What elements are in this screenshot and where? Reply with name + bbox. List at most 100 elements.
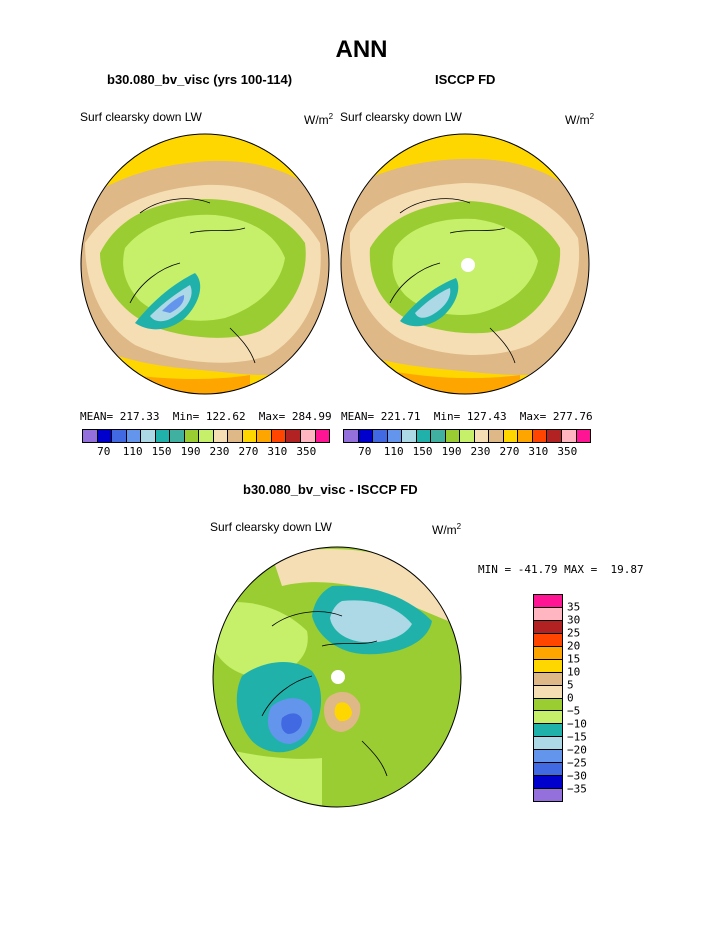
colorbar-tick-label: 150 [412, 445, 433, 458]
colorbar-tick-label: 0 [567, 691, 574, 705]
colorbar-swatch [242, 430, 258, 442]
colorbar-swatch [141, 430, 156, 442]
right-polar-map [340, 133, 590, 395]
colorbar-swatch [534, 595, 562, 608]
colorbar-swatch [97, 430, 113, 442]
colorbar-swatch [503, 430, 519, 442]
colorbar-swatch [228, 430, 243, 442]
left-units: W/m2 [304, 112, 334, 127]
right-colorbar [343, 429, 591, 443]
colorbar-swatch [534, 724, 562, 738]
colorbar-tick-label: 190 [180, 445, 201, 458]
colorbar-tick-label: 350 [557, 445, 578, 458]
colorbar-swatch [373, 430, 388, 442]
colorbar-tick-label: 70 [358, 445, 372, 458]
colorbar-tick-label: 15 [567, 652, 581, 666]
colorbar-tick-label: 150 [151, 445, 172, 458]
colorbar-swatch [344, 430, 359, 442]
colorbar-tick-label: 110 [383, 445, 404, 458]
colorbar-swatch [402, 430, 417, 442]
left-colorbar [82, 429, 330, 443]
diff-colorbar [533, 594, 563, 802]
colorbar-tick-label: 35 [567, 600, 581, 614]
colorbar-tick-label: −30 [567, 769, 587, 783]
diff-polar-map [212, 546, 462, 808]
colorbar-tick-label: 30 [567, 613, 581, 627]
left-colorbar-labels: 70 110 150 190 230 270 310 350 [82, 445, 328, 459]
colorbar-tick-label: −35 [567, 782, 587, 796]
colorbar-swatch [534, 776, 562, 790]
colorbar-swatch [534, 763, 562, 777]
colorbar-swatch [534, 698, 562, 712]
left-panel-title: b30.080_bv_visc (yrs 100-114) [107, 72, 293, 87]
colorbar-swatch [170, 430, 185, 442]
colorbar-swatch [184, 430, 200, 442]
colorbar-swatch [300, 430, 316, 442]
colorbar-swatch [534, 737, 562, 751]
colorbar-swatch [534, 633, 562, 647]
colorbar-tick-label: 310 [267, 445, 288, 458]
left-stats: MEAN= 217.33 Min= 122.62 Max= 284.99 [80, 410, 332, 423]
colorbar-tick-label: 230 [209, 445, 230, 458]
colorbar-tick-label: −10 [567, 717, 587, 731]
right-stats: MEAN= 221.71 Min= 127.43 Max= 277.76 [341, 410, 593, 423]
right-units: W/m2 [565, 112, 595, 127]
colorbar-tick-label: 110 [122, 445, 143, 458]
colorbar-swatch [489, 430, 504, 442]
diff-stats: MIN = -41.79 MAX = 19.87 [478, 563, 644, 576]
colorbar-swatch [534, 789, 562, 801]
colorbar-tick-label: 350 [296, 445, 317, 458]
colorbar-swatch [271, 430, 287, 442]
colorbar-tick-label: 270 [238, 445, 259, 458]
colorbar-swatch [518, 430, 533, 442]
colorbar-swatch [213, 430, 229, 442]
colorbar-tick-label: 25 [567, 626, 581, 640]
colorbar-swatch [286, 430, 301, 442]
colorbar-swatch [315, 430, 330, 442]
colorbar-swatch [534, 711, 562, 725]
colorbar-swatch [534, 659, 562, 673]
colorbar-swatch [576, 430, 591, 442]
main-title: ANN [335, 36, 388, 63]
colorbar-tick-label: 70 [97, 445, 111, 458]
colorbar-tick-label: −5 [567, 704, 581, 718]
colorbar-swatch [112, 430, 127, 442]
colorbar-swatch [534, 607, 562, 621]
diff-colorbar-labels: 35 30 25 20 15 10 5 0 −5 −10 −15 −20 −25 −30 −35 [567, 594, 607, 800]
colorbar-swatch [358, 430, 374, 442]
colorbar-tick-label: 20 [567, 639, 581, 653]
colorbar-swatch [257, 430, 272, 442]
colorbar-swatch [387, 430, 403, 442]
colorbar-swatch [534, 672, 562, 686]
colorbar-tick-label: −20 [567, 743, 587, 757]
right-panel-title: ISCCP FD [435, 72, 496, 87]
colorbar-swatch [445, 430, 461, 442]
diff-units: W/m2 [432, 522, 462, 537]
colorbar-tick-label: 5 [567, 678, 574, 692]
colorbar-tick-label: −25 [567, 756, 587, 770]
colorbar-swatch [431, 430, 446, 442]
colorbar-swatch [83, 430, 98, 442]
colorbar-swatch [547, 430, 562, 442]
colorbar-swatch [561, 430, 577, 442]
colorbar-swatch [460, 430, 475, 442]
colorbar-swatch [155, 430, 171, 442]
colorbar-tick-label: 310 [528, 445, 549, 458]
left-polar-map [80, 133, 330, 395]
colorbar-swatch [199, 430, 214, 442]
diff-variable-label: Surf clearsky down LW [210, 520, 332, 534]
colorbar-swatch [534, 646, 562, 660]
right-variable-label: Surf clearsky down LW [340, 110, 462, 124]
colorbar-swatch [534, 685, 562, 699]
diff-panel-title: b30.080_bv_visc - ISCCP FD [243, 482, 418, 497]
colorbar-tick-label: 10 [567, 665, 581, 679]
colorbar-tick-label: −15 [567, 730, 587, 744]
colorbar-swatch [474, 430, 490, 442]
colorbar-swatch [534, 620, 562, 634]
colorbar-tick-label: 230 [470, 445, 491, 458]
colorbar-swatch [532, 430, 548, 442]
colorbar-swatch [534, 750, 562, 764]
colorbar-swatch [126, 430, 142, 442]
left-variable-label: Surf clearsky down LW [80, 110, 202, 124]
colorbar-tick-label: 270 [499, 445, 520, 458]
